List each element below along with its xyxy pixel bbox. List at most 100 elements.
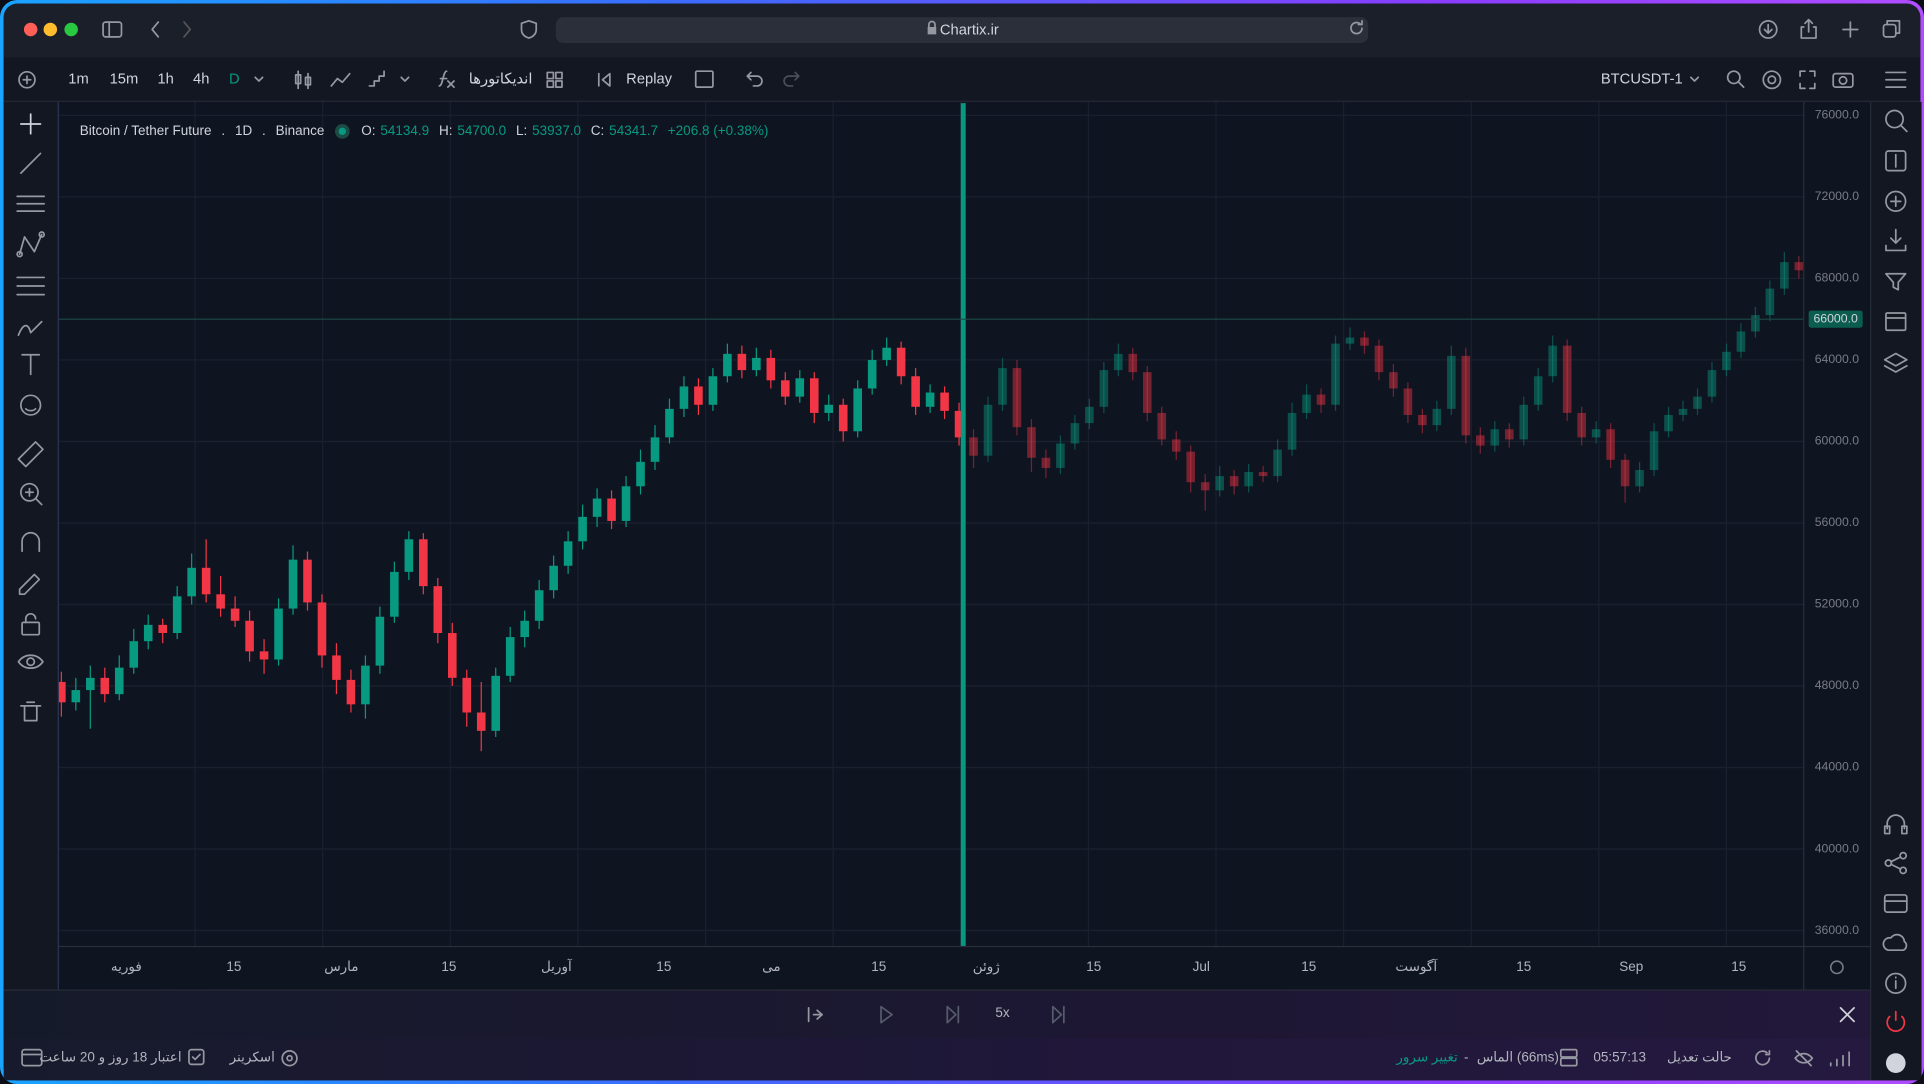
candle-body xyxy=(187,567,196,597)
candle-body xyxy=(665,408,674,438)
candle-body xyxy=(1736,331,1746,352)
candle-body xyxy=(1447,355,1456,409)
y-tick-label: 36000.0 xyxy=(1815,923,1860,937)
interval[interactable]: 4h xyxy=(193,69,210,88)
candle-body xyxy=(375,616,385,666)
candle-body xyxy=(708,376,718,405)
last-price-label: 66000.0 xyxy=(1813,311,1858,325)
candle-body xyxy=(1360,337,1369,346)
candle-body xyxy=(1345,337,1355,344)
candle-body xyxy=(1765,288,1775,316)
candle-body xyxy=(1244,472,1253,487)
candle-body xyxy=(983,404,993,456)
candle-body xyxy=(694,386,703,405)
candle-body xyxy=(1258,472,1268,477)
y-tick-label: 40000.0 xyxy=(1815,841,1860,855)
x-tick-label: Jul xyxy=(1193,959,1210,974)
interval[interactable]: 15m xyxy=(109,69,139,88)
candle-body xyxy=(476,712,486,731)
server: الماس (66ms) xyxy=(1476,1050,1559,1065)
candle-body xyxy=(1490,429,1500,446)
candle-body xyxy=(534,590,544,621)
candle-body xyxy=(1780,262,1789,289)
candle-body xyxy=(1287,412,1297,450)
candle-body xyxy=(940,392,949,411)
candle-body xyxy=(172,596,182,634)
interval-active[interactable]: D xyxy=(229,69,240,88)
x-tick-label: 15 xyxy=(1516,959,1531,974)
candle-body xyxy=(245,620,254,652)
candle-body xyxy=(259,651,269,660)
candle-body xyxy=(1041,457,1051,468)
candle-body xyxy=(1678,408,1688,415)
clock: 05:57:13 xyxy=(1593,1050,1646,1065)
credit: اعتبار 18 روز و 20 ساعت xyxy=(39,1050,182,1065)
candle-body xyxy=(462,677,472,713)
candle-body xyxy=(433,586,443,634)
candle-body xyxy=(1302,394,1311,413)
ohlc-label: O: xyxy=(361,123,376,139)
url-box[interactable] xyxy=(555,17,1369,43)
status-dot xyxy=(335,123,351,139)
candle-body xyxy=(1316,394,1326,405)
candle-body xyxy=(1794,262,1804,271)
candle-body xyxy=(404,539,414,572)
y-tick-label: 52000.0 xyxy=(1815,597,1860,611)
replay-button[interactable]: Replay xyxy=(626,69,673,88)
indicators-button[interactable]: اندیکاتورها xyxy=(468,69,533,88)
adjust-mode[interactable]: حالت تعدیل xyxy=(1666,1050,1732,1065)
chart-legend: Bitcoin / Tether Future . 1D . Binance O… xyxy=(80,123,768,139)
candle-body xyxy=(419,539,428,587)
ohlc-value: 54700.0 xyxy=(457,123,507,139)
replay-speed[interactable]: 5x xyxy=(995,1006,1010,1021)
screener[interactable]: اسکرینر xyxy=(229,1050,275,1065)
candle-body xyxy=(1562,345,1572,413)
x-tick-label: 15 xyxy=(226,959,241,974)
candle-body xyxy=(1649,431,1659,470)
candle-body xyxy=(447,633,457,678)
chart: 76000.0 72000.0 68000.0 64000.0 60000.0 56000… xyxy=(58,101,1871,990)
candle-body xyxy=(578,516,587,542)
candle-body xyxy=(1751,315,1760,332)
candle-body xyxy=(332,655,341,680)
candle-body xyxy=(505,637,515,676)
candle-body xyxy=(1331,343,1340,405)
interval[interactable]: 1h xyxy=(157,69,174,88)
x-tick-label: ژوئن xyxy=(973,959,1000,975)
y-tick-label: 68000.0 xyxy=(1815,271,1860,285)
y-tick-label: 44000.0 xyxy=(1815,760,1860,774)
candle-body xyxy=(1215,476,1224,491)
x-tick-label: می xyxy=(762,959,780,974)
candle-body xyxy=(781,380,790,397)
server-change[interactable]: تغییر سرور xyxy=(1396,1050,1458,1065)
symbol-button[interactable]: BTCUSDT-1 xyxy=(1600,69,1683,88)
candle-body xyxy=(1591,429,1601,438)
ohlc-value: 53937.0 xyxy=(532,123,581,139)
candle-body xyxy=(491,675,501,731)
url[interactable]: Chartix.ir xyxy=(939,20,999,39)
toolbar xyxy=(3,57,1921,102)
interval[interactable]: 1m xyxy=(68,69,89,88)
x-tick-label: 15 xyxy=(441,959,456,974)
candle-body xyxy=(1142,372,1152,413)
ohlc-label: H: xyxy=(438,123,453,139)
candle-body xyxy=(58,681,66,703)
x-tick-label: 15 xyxy=(1086,959,1101,974)
candle-body xyxy=(1577,412,1586,438)
candle-body xyxy=(563,541,573,566)
candle-body xyxy=(1635,469,1644,487)
candle-body xyxy=(1085,406,1094,424)
candle-body xyxy=(549,565,558,591)
candle-body xyxy=(1012,368,1022,428)
candle-body xyxy=(737,353,747,371)
axis-settings[interactable] xyxy=(1829,960,1844,975)
candle-body xyxy=(201,567,211,595)
candle-body xyxy=(636,461,645,487)
candle-body xyxy=(998,368,1007,405)
ohlc-label: L: xyxy=(515,123,528,139)
candle-body xyxy=(230,608,240,621)
y-tick-label: 76000.0 xyxy=(1815,108,1860,122)
candle-body xyxy=(1070,423,1080,444)
candle-body xyxy=(607,498,616,521)
replay-line[interactable] xyxy=(960,103,966,947)
